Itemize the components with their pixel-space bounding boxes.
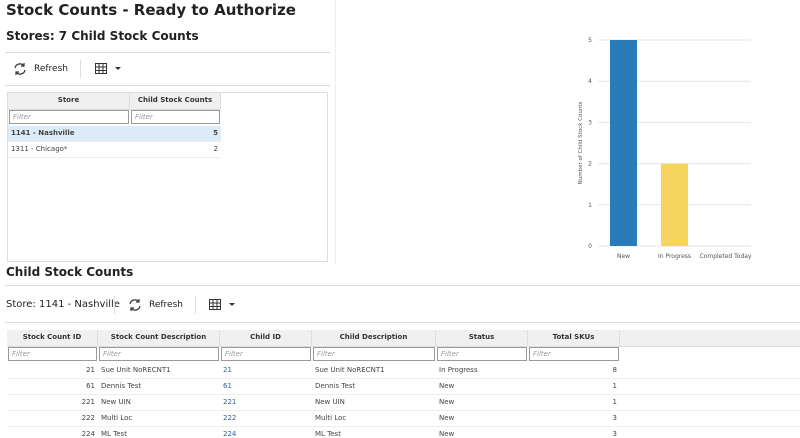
column-header[interactable]: Store [8, 93, 130, 109]
child-title: Child Stock Counts [6, 265, 134, 279]
table-cell: 1 [528, 379, 620, 395]
bar [660, 163, 689, 246]
table-cell: 21 [7, 363, 98, 379]
filter-input[interactable]: Filter [9, 110, 129, 124]
table-cell: Multi Loc [98, 411, 220, 427]
column-header[interactable]: Total SKUs [528, 330, 620, 346]
stores-title: Stores: 7 Child Stock Counts [6, 29, 199, 43]
table-cell: 1141 - Nashville [8, 126, 130, 142]
x-tick-label: In Progress [658, 253, 691, 260]
filter-input[interactable]: Filter [221, 347, 311, 361]
separator [335, 0, 336, 265]
refresh-icon[interactable] [13, 62, 27, 76]
child-table: Stock Count ID Filter 21 61 221 222 224 Stock C… [7, 330, 800, 438]
table-cell: ML Test [98, 427, 220, 438]
filter-input[interactable]: Filter [529, 347, 619, 361]
table-cell: Sue Unit NoRECNT1 [312, 363, 436, 379]
divider [5, 322, 800, 323]
separator [195, 296, 196, 314]
y-axis-label: Number of Child Stock Counts [578, 102, 584, 185]
x-tick-label: Completed Today [700, 253, 752, 260]
table-cell[interactable]: 221 [220, 395, 312, 411]
y-tick-label: 4 [588, 78, 592, 85]
stores-table: Store Filter 1141 - Nashville 1311 - Chicag… [7, 92, 328, 262]
header-row [8, 93, 221, 110]
table-cell: 2 [130, 142, 221, 158]
separator [80, 60, 81, 78]
table-cell: 222 [7, 411, 98, 427]
table-cell: 3 [528, 427, 620, 438]
table-cell: Sue Unit NoRECNT1 [98, 363, 220, 379]
table-cell: New [436, 411, 528, 427]
table-cell[interactable]: 61 [220, 379, 312, 395]
filter-input[interactable]: Filter [437, 347, 527, 361]
column-header[interactable]: Child ID [220, 330, 312, 346]
filter-input[interactable]: Filter [8, 347, 97, 361]
table-cell[interactable]: 224 [220, 427, 312, 438]
page-title: Stock Counts - Ready to Authorize [6, 1, 296, 19]
column-header[interactable]: Stock Count ID [7, 330, 98, 346]
table-cell: 5 [130, 126, 221, 142]
table-cell: In Progress [436, 363, 528, 379]
column-header[interactable]: Stock Count Description [98, 330, 220, 346]
divider [5, 85, 330, 86]
table-cell: 1311 - Chicago* [8, 142, 130, 158]
table-cell: New UIN [98, 395, 220, 411]
row-filler [620, 379, 800, 395]
view-menu[interactable] [95, 63, 125, 75]
table-cell[interactable]: 21 [220, 363, 312, 379]
refresh-button[interactable]: Refresh [34, 64, 68, 74]
table-cell: 1 [528, 395, 620, 411]
table-cell: New [436, 379, 528, 395]
store-label: Store: 1141 - Nashville [6, 299, 120, 310]
view-menu[interactable] [209, 299, 239, 311]
y-tick-label: 0 [588, 243, 592, 250]
separator [114, 296, 115, 314]
column-header[interactable]: Status [436, 330, 528, 346]
table-cell[interactable]: 222 [220, 411, 312, 427]
table-cell: New [436, 395, 528, 411]
filter-input[interactable]: Filter [131, 110, 220, 124]
row-filler [620, 427, 800, 438]
bar [609, 40, 638, 246]
row-filler [620, 411, 800, 427]
refresh-button[interactable]: Refresh [149, 300, 183, 310]
table-cell: 3 [528, 411, 620, 427]
table-cell: 224 [7, 427, 98, 438]
filter-input[interactable]: Filter [313, 347, 435, 361]
header-row [7, 330, 800, 347]
divider [5, 52, 330, 53]
row-filler [620, 363, 800, 379]
table-cell: Multi Loc [312, 411, 436, 427]
table-cell: 8 [528, 363, 620, 379]
table-cell: New [436, 427, 528, 438]
refresh-icon[interactable] [128, 298, 142, 312]
table-cell: ML Test [312, 427, 436, 438]
table-cell: New UIN [312, 395, 436, 411]
table-cell: 221 [7, 395, 98, 411]
x-tick-label: New [617, 253, 630, 260]
table-cell: 61 [7, 379, 98, 395]
table-cell: Dennis Test [312, 379, 436, 395]
divider [5, 285, 800, 286]
column-header[interactable]: Child Description [312, 330, 436, 346]
table-cell: Dennis Test [98, 379, 220, 395]
y-tick-label: 5 [588, 37, 592, 44]
y-tick-label: 1 [588, 202, 592, 209]
filter-input[interactable]: Filter [99, 347, 219, 361]
y-tick-label: 3 [588, 119, 592, 126]
y-tick-label: 2 [588, 161, 592, 168]
row-filler [620, 395, 800, 411]
column-header[interactable]: Child Stock Counts [130, 93, 221, 109]
